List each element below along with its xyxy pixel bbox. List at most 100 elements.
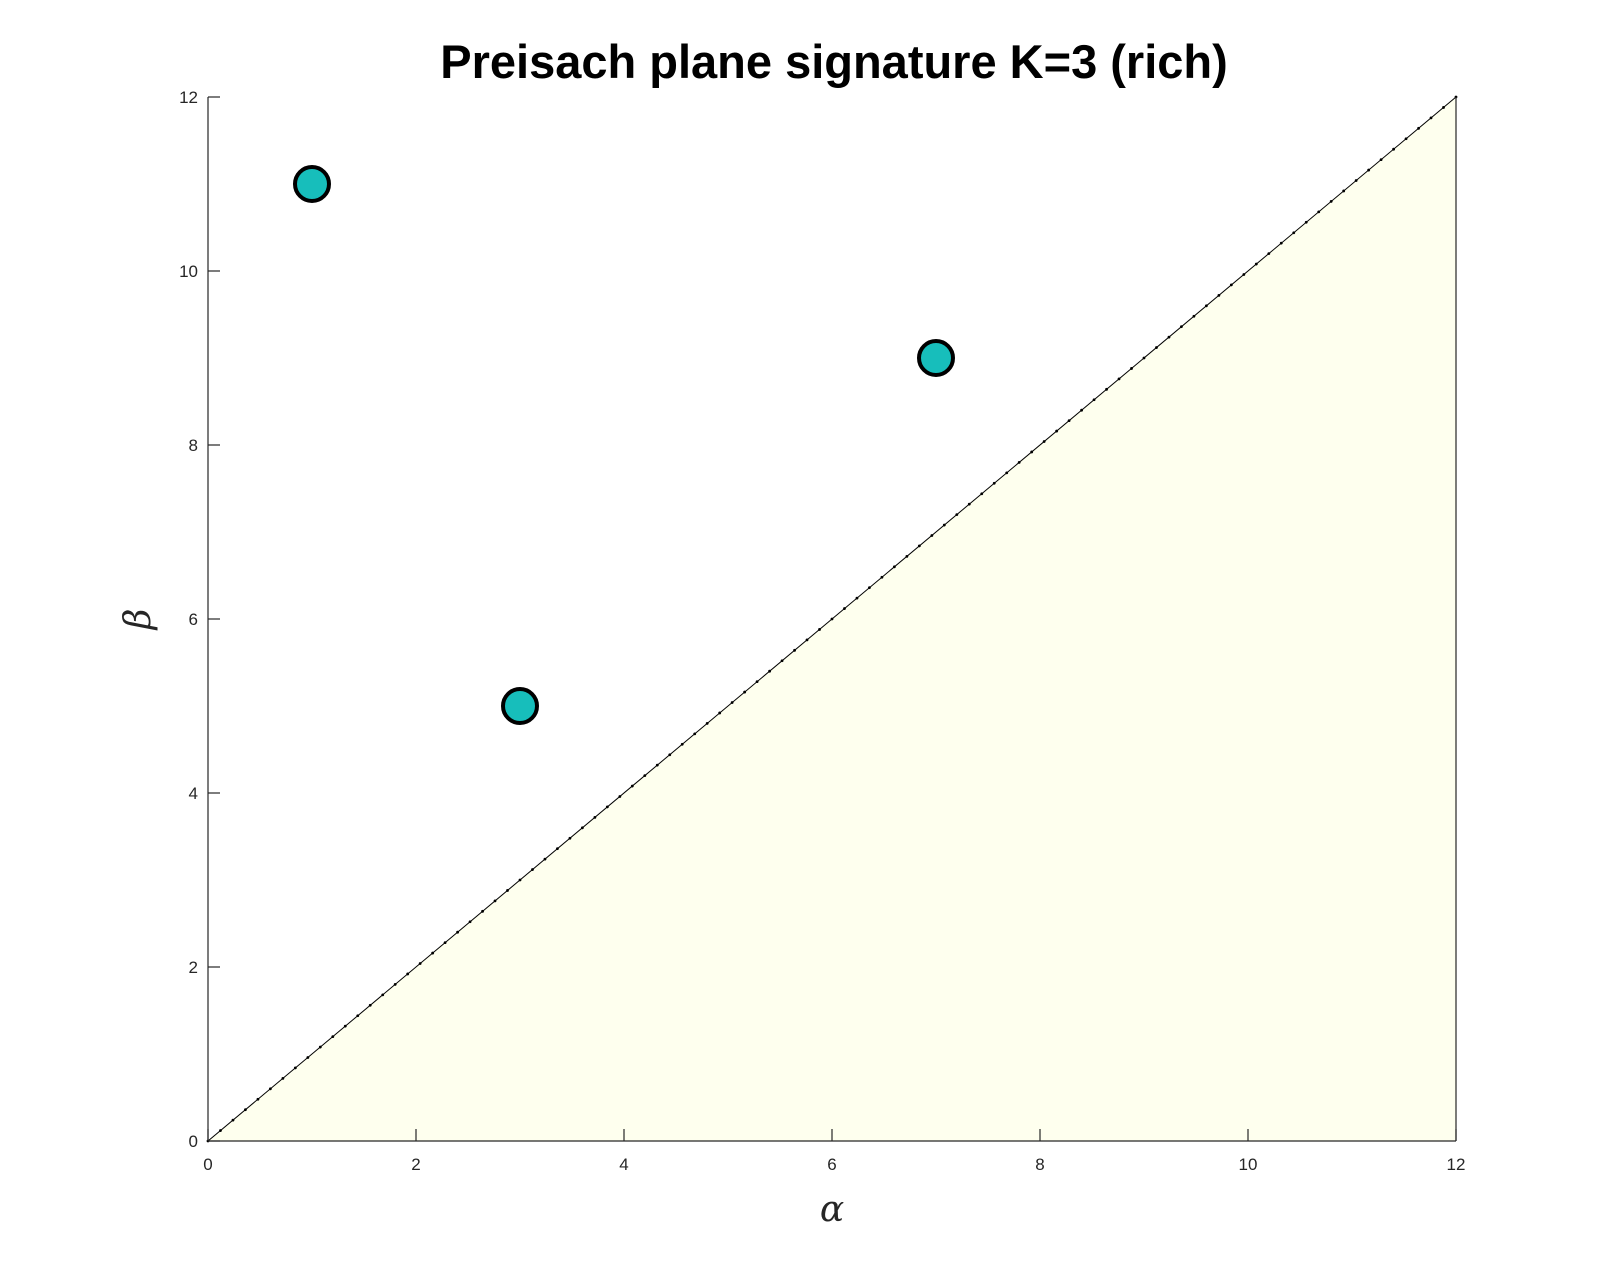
diagonal-marker bbox=[1142, 356, 1146, 360]
diagonal-marker bbox=[431, 951, 435, 955]
diagonal-marker bbox=[1030, 450, 1034, 454]
diagonal-marker bbox=[768, 669, 771, 673]
diagonal-marker bbox=[1217, 293, 1221, 297]
plot-area bbox=[206, 95, 1458, 1143]
diagonal-line bbox=[206, 95, 1458, 1143]
diagonal-marker bbox=[518, 878, 522, 882]
diagonal-marker bbox=[506, 889, 509, 892]
diagonal-marker bbox=[668, 753, 672, 757]
diagonal-marker bbox=[543, 857, 547, 861]
diagonal-marker bbox=[219, 1129, 222, 1132]
diagonal-marker bbox=[1442, 106, 1445, 109]
diagonal-marker bbox=[930, 534, 934, 537]
diagonal-marker bbox=[980, 492, 984, 496]
diagonal-marker bbox=[406, 972, 410, 976]
diagonal-marker bbox=[693, 732, 697, 736]
diagonal-marker bbox=[1055, 429, 1059, 433]
diagonal-marker bbox=[393, 983, 397, 986]
diagonal-marker bbox=[231, 1118, 235, 1122]
diagonal-marker bbox=[1092, 398, 1096, 402]
diagonal-marker bbox=[1329, 200, 1333, 203]
diagonal-marker bbox=[868, 586, 871, 590]
diagonal-marker bbox=[955, 513, 959, 516]
diagonal-marker bbox=[1367, 168, 1371, 172]
diagonal-marker bbox=[1267, 252, 1271, 256]
diagonal-marker bbox=[368, 1003, 372, 1007]
y-tick-label: 2 bbox=[189, 958, 198, 977]
diagonal-marker bbox=[531, 868, 534, 871]
diagonal-marker bbox=[443, 941, 447, 945]
diagonal-marker bbox=[1279, 241, 1283, 245]
data-points bbox=[293, 165, 955, 725]
diagonal-marker bbox=[1292, 231, 1296, 235]
data-point bbox=[917, 339, 955, 377]
diagonal-marker bbox=[1042, 440, 1046, 443]
diagonal-marker bbox=[818, 628, 821, 631]
diagonal-marker bbox=[468, 920, 472, 924]
diagonal-marker bbox=[905, 554, 909, 558]
diagonal-marker bbox=[481, 909, 484, 913]
diagonal-marker bbox=[456, 930, 459, 934]
diagonal-marker bbox=[1304, 220, 1308, 224]
diagonal-marker bbox=[755, 680, 759, 684]
diagonal-marker bbox=[1080, 408, 1083, 412]
diagonal-marker bbox=[1242, 273, 1246, 276]
diagonal-marker bbox=[493, 899, 497, 903]
diagonal-marker bbox=[331, 1035, 335, 1038]
diagonal-marker bbox=[418, 962, 422, 965]
data-point bbox=[501, 687, 539, 725]
diagonal-marker bbox=[1417, 126, 1420, 130]
diagonal-marker bbox=[1404, 137, 1408, 141]
diagonal-marker bbox=[1317, 210, 1321, 214]
diagonal-marker bbox=[643, 774, 647, 777]
diagonal-marker bbox=[356, 1014, 360, 1018]
diagonal-marker bbox=[942, 523, 946, 527]
diagonal-marker bbox=[743, 690, 747, 694]
diagonal-marker bbox=[256, 1097, 260, 1101]
axes: 0 2 4 6 8 10 12 0 2 4 6 8 10 12 bbox=[179, 88, 1465, 1174]
diagonal-marker bbox=[1017, 461, 1021, 464]
diagonal-marker bbox=[381, 993, 385, 997]
diagonal-marker bbox=[655, 763, 659, 767]
chart-title: Preisach plane signature K=3 (rich) bbox=[440, 35, 1228, 88]
diagonal-marker bbox=[306, 1056, 310, 1059]
diagonal-marker bbox=[1354, 179, 1358, 182]
diagonal-marker bbox=[1429, 116, 1433, 120]
diagonal-marker bbox=[1105, 387, 1108, 391]
diagonal-marker bbox=[618, 795, 622, 798]
diagonal-marker bbox=[630, 784, 634, 788]
x-tick-label: 8 bbox=[1035, 1155, 1044, 1174]
y-tick-label: 8 bbox=[189, 436, 198, 455]
diagonal-marker bbox=[805, 638, 809, 642]
diagonal-marker bbox=[793, 648, 796, 652]
x-tick-label: 12 bbox=[1447, 1155, 1466, 1174]
diagonal-marker bbox=[1167, 335, 1171, 339]
diagonal-marker bbox=[1067, 419, 1071, 423]
data-point bbox=[293, 165, 331, 203]
diagonal-marker bbox=[830, 617, 834, 621]
diagonal-marker bbox=[967, 502, 971, 506]
diagonal-marker bbox=[1205, 304, 1208, 308]
diagonal-marker bbox=[293, 1066, 297, 1070]
diagonal-marker bbox=[893, 565, 896, 569]
diagonal-marker bbox=[718, 711, 722, 715]
diagonal-marker bbox=[780, 659, 784, 663]
y-axis-ticks: 0 2 4 6 8 10 12 bbox=[179, 88, 220, 1151]
y-tick-label: 10 bbox=[179, 262, 198, 281]
diagonal-marker bbox=[318, 1045, 322, 1049]
diagonal-marker bbox=[568, 836, 572, 840]
diagonal-marker bbox=[880, 575, 884, 579]
diagonal-marker bbox=[556, 847, 559, 851]
diagonal-marker bbox=[1005, 471, 1009, 475]
diagonal-marker bbox=[1117, 377, 1121, 381]
diagonal-marker bbox=[705, 722, 709, 725]
diagonal-marker bbox=[1392, 147, 1395, 151]
diagonal-marker bbox=[1192, 314, 1196, 318]
diagonal-marker bbox=[1342, 189, 1346, 193]
diagonal-marker bbox=[1254, 262, 1258, 266]
x-axis-label: α bbox=[820, 1189, 844, 1230]
diagonal-marker bbox=[269, 1087, 272, 1091]
diagonal-marker bbox=[605, 805, 609, 809]
x-axis-ticks: 0 2 4 6 8 10 12 bbox=[203, 1129, 1465, 1174]
